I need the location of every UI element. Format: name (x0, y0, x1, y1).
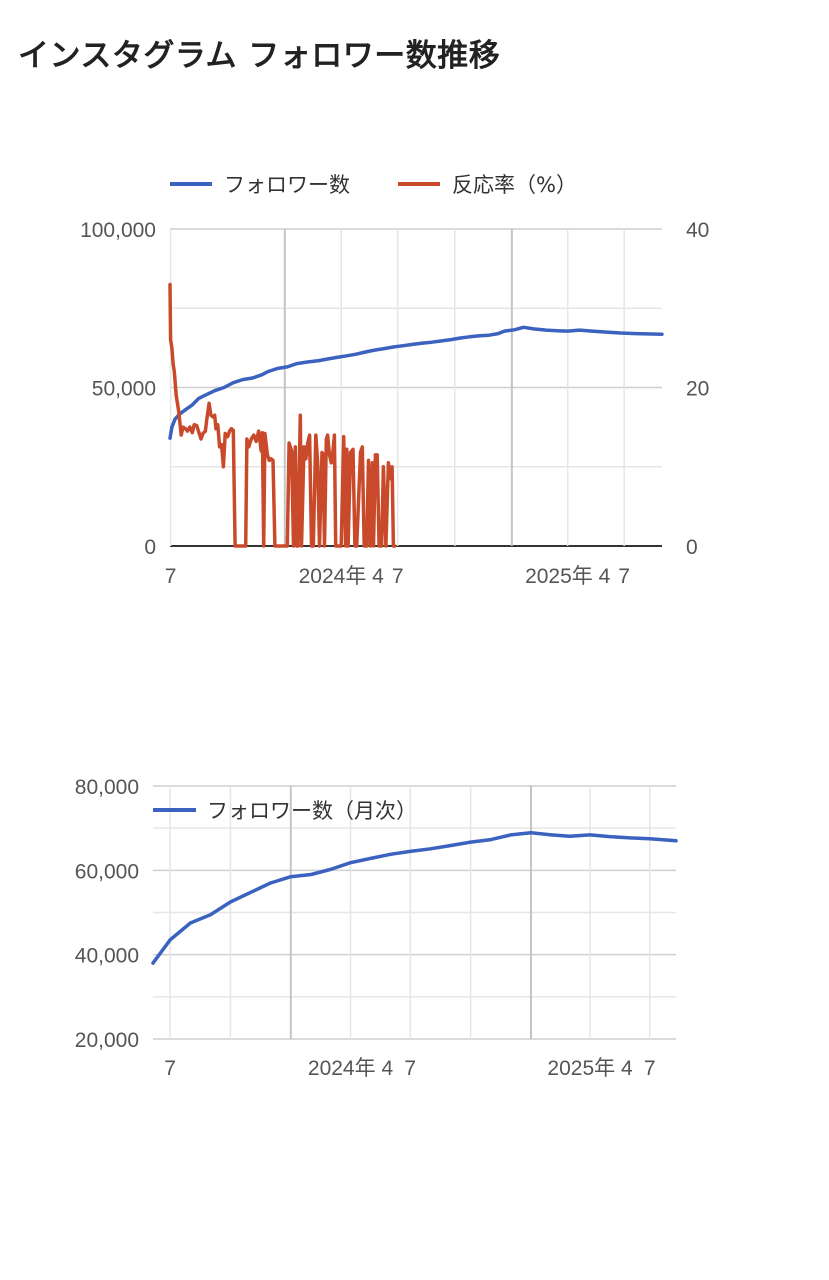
series-line-0 (168, 325, 664, 440)
x-tick-label: 7 (392, 565, 404, 588)
gridlines (153, 785, 676, 1040)
series-line-1 (168, 282, 397, 548)
legend-label-monthly-followers: フォロワー数（月次） (207, 799, 417, 823)
x-tick-label: 2024年 4 (308, 1057, 394, 1080)
x-tick-label: 7 (618, 565, 630, 588)
axis-labels: 7 2024年 4 7 2025年 4 7 20,000 40,000 60,000 80,00… (75, 776, 656, 1080)
legend: フォロワー数 反応率（%） (170, 173, 577, 197)
series-line-0 (151, 831, 678, 965)
x-tick-label: 7 (644, 1057, 656, 1080)
y-right-tick-label: 0 (686, 536, 698, 559)
legend: フォロワー数（月次） (153, 799, 417, 823)
x-tick-label: 2025年 4 (547, 1057, 633, 1080)
gridlines (169, 228, 662, 547)
y-left-tick-label: 0 (144, 536, 156, 559)
y-left-tick-label: 40,000 (75, 945, 139, 968)
y-left-tick-label: 50,000 (92, 378, 156, 401)
y-right-tick-label: 20 (686, 378, 709, 401)
x-tick-label: 7 (165, 565, 177, 588)
monthly-line-chart: フォロワー数（月次） 7 2024年 4 7 2025年 4 7 20,000 40,000… (75, 776, 678, 1080)
page-title: インスタグラム フォロワー数推移 (18, 38, 501, 74)
legend-label-engagement: 反応率（%） (452, 173, 577, 197)
series-lines (168, 282, 664, 548)
x-tick-label: 2024年 4 (299, 565, 385, 588)
y-left-tick-label: 100,000 (80, 219, 156, 242)
y-left-tick-label: 20,000 (75, 1029, 139, 1052)
legend-label-followers: フォロワー数 (224, 173, 350, 197)
y-right-tick-label: 40 (686, 219, 709, 242)
series-lines (151, 831, 678, 965)
y-left-tick-label: 80,000 (75, 776, 139, 799)
x-tick-label: 2025年 4 (525, 565, 611, 588)
dual-axis-line-chart: フォロワー数 反応率（%） 7 2024年 4 7 2025年 4 7050,00010… (80, 173, 709, 588)
x-tick-label: 7 (164, 1057, 176, 1080)
x-tick-label: 7 (404, 1057, 416, 1080)
y-left-tick-label: 60,000 (75, 860, 139, 883)
